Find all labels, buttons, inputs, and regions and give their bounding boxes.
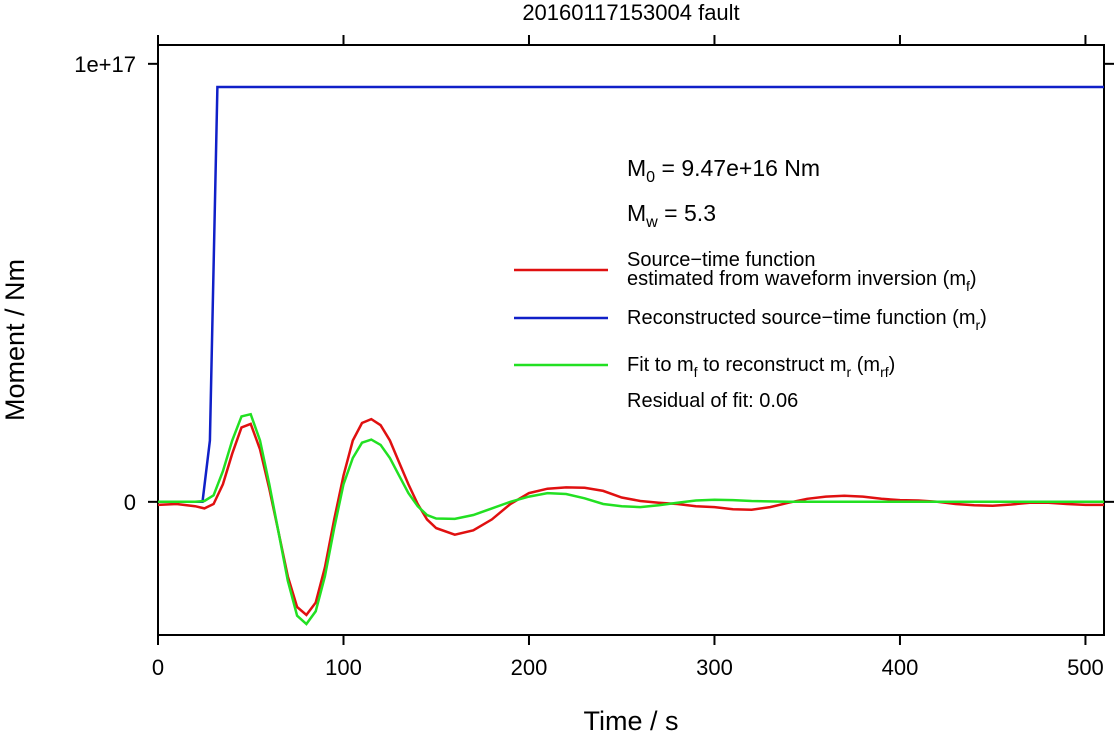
y-tick-label: 1e+17 <box>74 52 136 77</box>
subscript: 0 <box>646 168 655 186</box>
legend-label: Fit to mf to reconstruct mr (mrf) <box>627 354 895 380</box>
subscript: w <box>645 213 658 231</box>
annotation: M0 = 9.47e+16 Nm <box>627 155 820 186</box>
subscript: f <box>694 364 698 380</box>
series-line <box>158 85 1104 504</box>
text-run: Reconstructed source−time function (m <box>627 307 976 329</box>
y-axis-label: Moment / Nm <box>0 259 30 421</box>
legend-label: Reconstructed source−time function (mr) <box>627 307 987 333</box>
series-line <box>158 417 1104 617</box>
text-run: Residual of fit: 0.06 <box>627 390 798 412</box>
text-run: M <box>627 200 646 226</box>
legend-label: Source−time function <box>627 249 815 271</box>
x-tick-label: 0 <box>152 655 164 680</box>
y-tick-label: 0 <box>124 490 136 515</box>
chart-title: 20160117153004 fault <box>522 0 739 25</box>
subscript: r <box>847 364 852 380</box>
x-tick-label: 500 <box>1067 655 1104 680</box>
text-run: to reconstruct m <box>698 354 847 376</box>
x-tick-label: 300 <box>696 655 733 680</box>
subscript: f <box>966 278 970 294</box>
subscript: r <box>976 317 981 333</box>
annotation: Mw = 5.3 <box>627 200 716 231</box>
text-run: Source−time function <box>627 249 815 271</box>
text-run: estimated from waveform inversion (m <box>627 268 966 290</box>
series-line <box>158 412 1104 626</box>
text-run: Fit to m <box>627 354 694 376</box>
subscript: rf <box>880 364 889 380</box>
text-run: M <box>627 155 646 181</box>
text-run: = 5.3 <box>658 200 716 226</box>
legend-label: estimated from waveform inversion (mf) <box>627 268 977 294</box>
x-tick-label: 100 <box>325 655 362 680</box>
plot-frame <box>157 44 1105 636</box>
annotation: Residual of fit: 0.06 <box>627 390 798 412</box>
text-run: (m <box>851 354 880 376</box>
text-run: ) <box>980 307 987 329</box>
text-run: ) <box>889 354 896 376</box>
x-tick-label: 400 <box>882 655 919 680</box>
x-tick-label: 200 <box>511 655 548 680</box>
text-run: = 9.47e+16 Nm <box>655 155 820 181</box>
x-axis-label: Time / s <box>583 706 678 736</box>
text-run: ) <box>970 268 977 290</box>
